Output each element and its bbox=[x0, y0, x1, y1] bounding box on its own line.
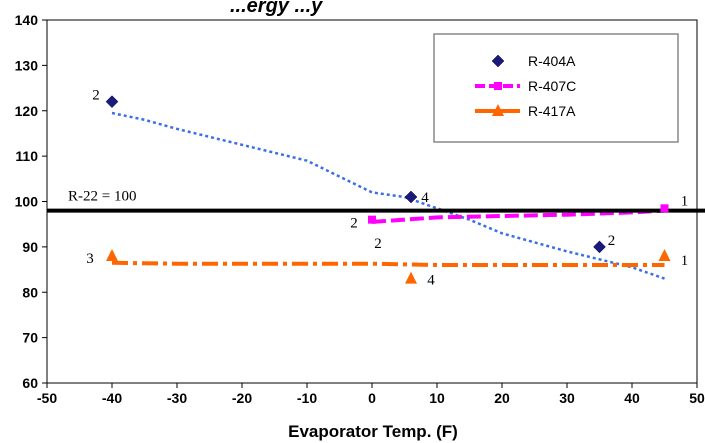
point-label: 2 bbox=[350, 216, 358, 232]
y-tick-label: 120 bbox=[15, 103, 39, 119]
point-r-407c bbox=[368, 215, 376, 224]
x-tick-label: -30 bbox=[167, 390, 187, 406]
legend-box bbox=[433, 33, 679, 143]
point-r-404a bbox=[404, 190, 418, 204]
point-r-417a bbox=[658, 248, 671, 261]
extra-annotation: 2 bbox=[374, 236, 382, 252]
x-tick-label: 30 bbox=[559, 390, 575, 406]
point-label: 2 bbox=[608, 233, 616, 249]
chart-title: ...ergy ...y bbox=[230, 0, 323, 17]
legend: R-404A R-407C R-417A bbox=[433, 33, 679, 143]
point-label: 1 bbox=[681, 253, 689, 269]
trendline-r-417a bbox=[111, 260, 665, 267]
point-label: 1 bbox=[681, 193, 689, 209]
y-tick-label: 130 bbox=[15, 57, 39, 73]
x-axis-title: Evaporator Temp. (F) bbox=[288, 422, 458, 441]
x-tick-label: 0 bbox=[368, 390, 376, 406]
legend-marker-r-417a bbox=[492, 104, 504, 116]
point-label: 2 bbox=[92, 88, 100, 104]
y-tick-label: 110 bbox=[15, 148, 38, 164]
y-tick-label: 90 bbox=[22, 239, 38, 255]
point-r-404a bbox=[105, 95, 119, 109]
point-r-417a bbox=[405, 271, 417, 284]
point-label: 4 bbox=[421, 190, 429, 206]
x-tick-label: -20 bbox=[232, 390, 252, 406]
trendline-r-404a bbox=[111, 111, 665, 280]
x-tick-label: 40 bbox=[624, 390, 640, 406]
y-tick-label: 140 bbox=[15, 12, 39, 28]
point-r-404a bbox=[593, 240, 606, 254]
y-tick-label: 70 bbox=[22, 330, 38, 346]
point-label: 4 bbox=[427, 273, 435, 289]
x-tick-label: -50 bbox=[37, 390, 57, 406]
trendline-r-407c bbox=[371, 208, 665, 224]
legend-marker-r-404a bbox=[491, 54, 505, 68]
point-r-417a bbox=[106, 248, 118, 261]
legend-label-r-404a: R-404A bbox=[528, 53, 576, 69]
x-tick-label: -40 bbox=[102, 390, 122, 406]
x-tick-label: 20 bbox=[494, 390, 510, 406]
reference-line-label: R-22 = 100 bbox=[68, 189, 136, 205]
point-label: 3 bbox=[86, 251, 94, 267]
x-tick-label: 50 bbox=[689, 390, 705, 406]
x-tick-label: 10 bbox=[429, 390, 445, 406]
legend-label-r-417a: R-417A bbox=[528, 103, 576, 119]
legend-label-r-407c: R-407C bbox=[528, 78, 576, 94]
y-tick-label: 60 bbox=[22, 375, 38, 391]
x-tick-label: -10 bbox=[297, 390, 317, 406]
y-tick-label: 80 bbox=[22, 284, 38, 300]
legend-marker-r-407c bbox=[494, 82, 502, 90]
y-tick-label: 100 bbox=[15, 194, 39, 210]
point-r-407c bbox=[660, 204, 669, 213]
